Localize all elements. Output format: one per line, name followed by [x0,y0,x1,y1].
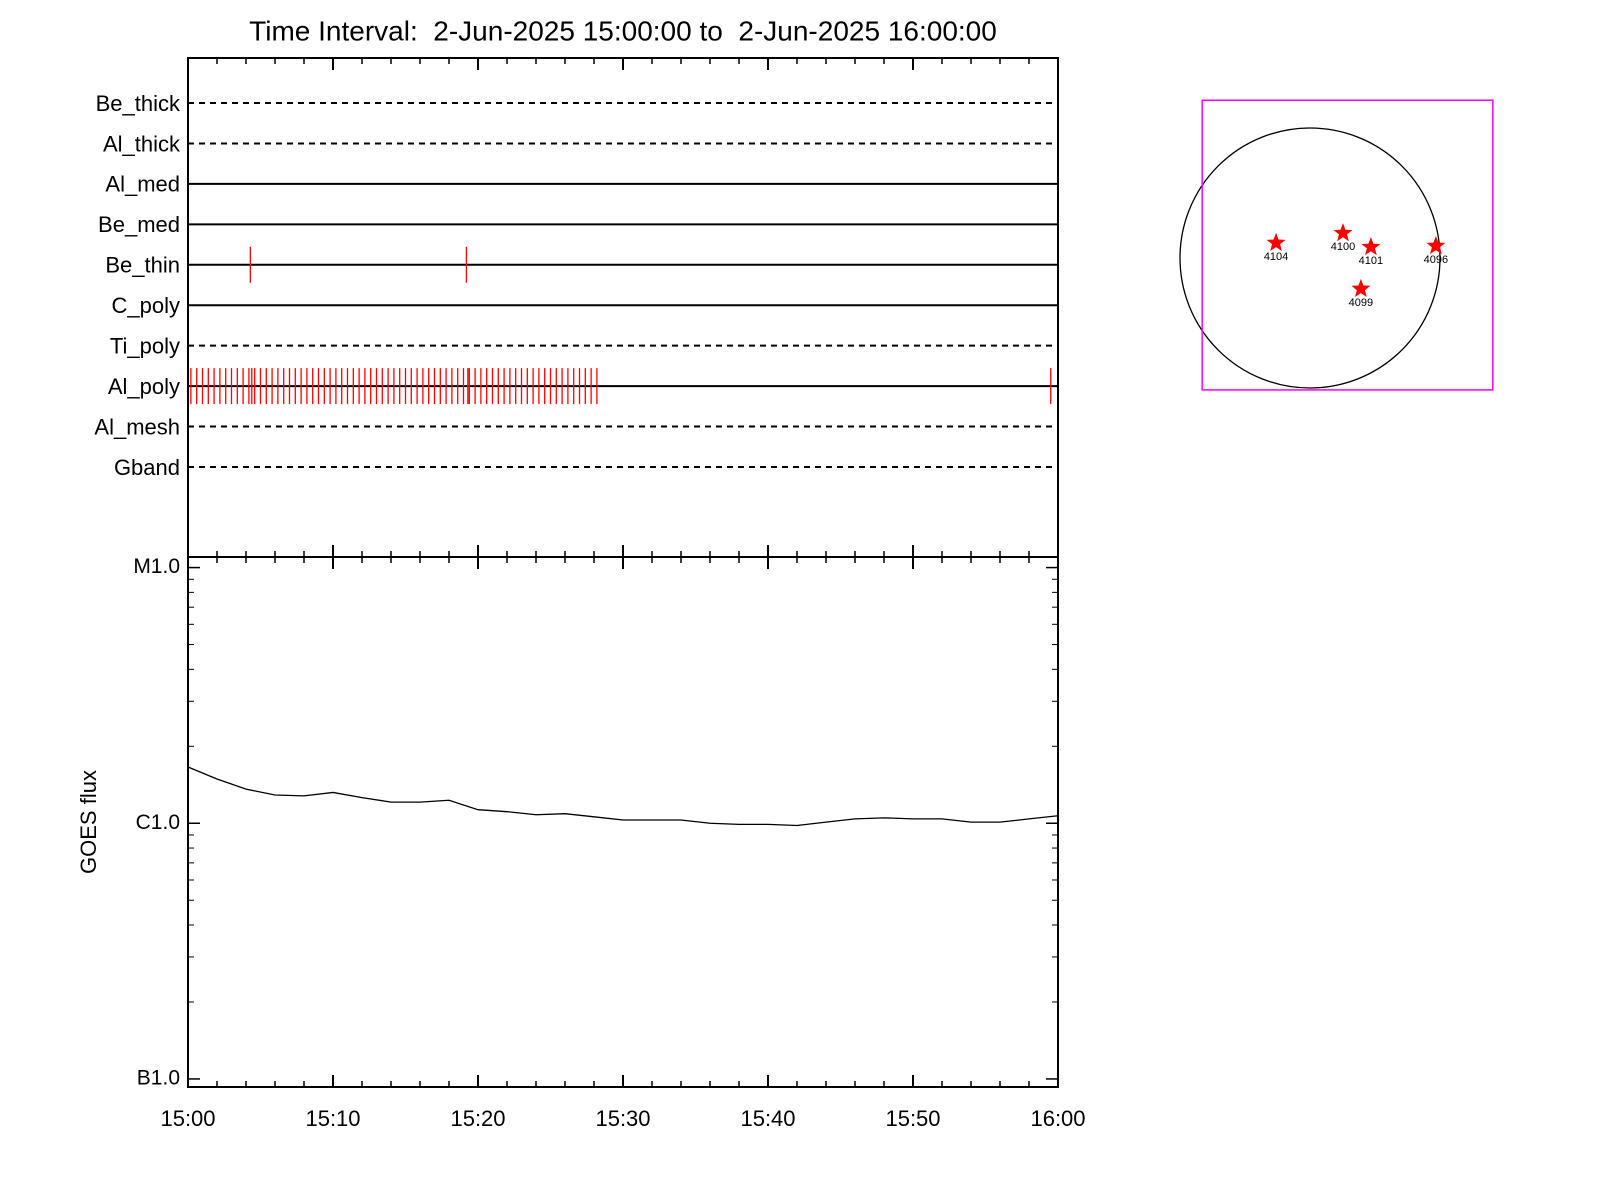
x-tick-label: 15:40 [740,1106,795,1131]
active-region-marker [1333,223,1353,242]
active-region-label: 4096 [1424,254,1448,266]
active-region-label: 4104 [1264,251,1288,263]
active-region-label: 4099 [1349,297,1373,309]
x-tick-label: 15:00 [160,1106,215,1131]
x-tick-label: 15:10 [305,1106,360,1131]
y-tick-label: B1.0 [137,1066,180,1089]
y-tick-label: M1.0 [133,555,180,578]
row-label: Be_thin [105,253,180,278]
row-label: Be_thick [96,91,181,116]
active-region-label: 4101 [1359,255,1383,267]
solar-disk [1179,127,1441,389]
x-tick-label: 16:00 [1030,1106,1085,1131]
active-region-marker [1426,236,1446,254]
row-label: Be_med [98,212,180,237]
x-tick-label: 15:30 [595,1106,650,1131]
row-label: C_poly [112,293,180,318]
plot-frame [187,556,1059,1088]
active-region-label: 4100 [1331,241,1355,253]
row-label: Al_thick [103,131,181,156]
y-tick-label: C1.0 [136,811,180,834]
plot-frame [187,57,1059,558]
goes-flux-line [187,766,1059,827]
x-tick-label: 15:50 [885,1106,940,1131]
row-label: Gband [114,455,180,480]
row-label: Al_mesh [94,414,180,439]
active-region-marker [1361,237,1381,256]
row-label: Ti_poly [110,333,180,358]
field-of-view [1201,99,1494,391]
row-label: Al_med [105,172,180,197]
row-label: Al_poly [108,374,180,399]
chart-title: Time Interval: 2-Jun-2025 15:00:00 to 2-… [249,15,997,46]
active-region-marker [1266,232,1286,251]
y-axis-label: GOES flux [76,770,101,874]
x-tick-label: 15:20 [450,1106,505,1131]
active-region-marker [1351,278,1371,297]
